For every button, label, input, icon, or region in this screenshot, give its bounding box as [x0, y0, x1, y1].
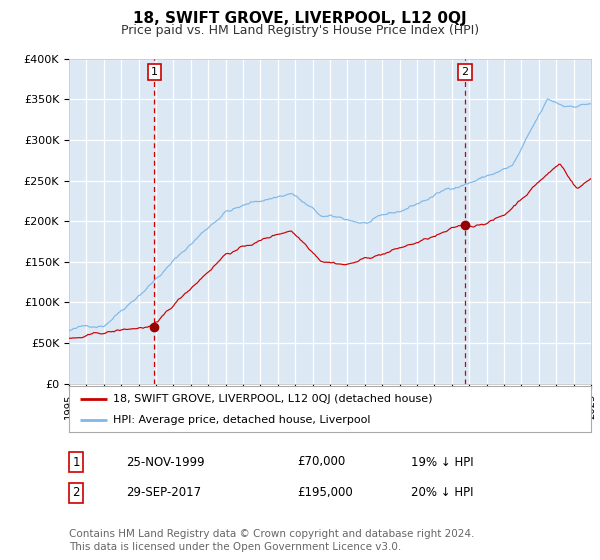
Text: HPI: Average price, detached house, Liverpool: HPI: Average price, detached house, Live…	[113, 415, 370, 425]
Text: Contains HM Land Registry data © Crown copyright and database right 2024.
This d: Contains HM Land Registry data © Crown c…	[69, 529, 475, 552]
Text: 29-SEP-2017: 29-SEP-2017	[126, 486, 201, 500]
Text: 1: 1	[151, 67, 158, 77]
Text: 1: 1	[73, 455, 80, 469]
Text: 18, SWIFT GROVE, LIVERPOOL, L12 0QJ (detached house): 18, SWIFT GROVE, LIVERPOOL, L12 0QJ (det…	[113, 394, 433, 404]
Text: 19% ↓ HPI: 19% ↓ HPI	[411, 455, 473, 469]
Text: 20% ↓ HPI: 20% ↓ HPI	[411, 486, 473, 500]
Text: Price paid vs. HM Land Registry's House Price Index (HPI): Price paid vs. HM Land Registry's House …	[121, 24, 479, 37]
Text: 18, SWIFT GROVE, LIVERPOOL, L12 0QJ: 18, SWIFT GROVE, LIVERPOOL, L12 0QJ	[133, 11, 467, 26]
Text: 2: 2	[461, 67, 469, 77]
Text: £195,000: £195,000	[297, 486, 353, 500]
Text: 25-NOV-1999: 25-NOV-1999	[126, 455, 205, 469]
Text: £70,000: £70,000	[297, 455, 345, 469]
Text: 2: 2	[73, 486, 80, 500]
